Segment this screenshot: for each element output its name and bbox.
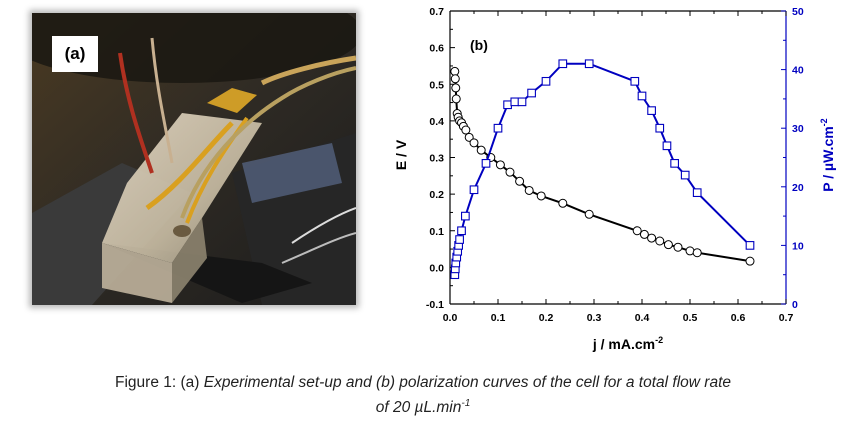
power-density-point xyxy=(630,76,640,86)
x-tick-label: 0.2 xyxy=(539,312,554,324)
left-tick-label: -0.1 xyxy=(426,299,444,311)
left-tick-label: 0.2 xyxy=(429,189,444,201)
power-density-point xyxy=(670,159,679,168)
power-density-point xyxy=(527,88,536,98)
x-tick-label: 0.1 xyxy=(491,312,506,324)
figure-caption: Figure 1: (a) Experimental set-up and (b… xyxy=(0,372,846,418)
cell-voltage-point xyxy=(450,66,460,76)
right-tick-label: 50 xyxy=(792,6,804,18)
experimental-setup-photo xyxy=(32,13,356,305)
x-tick-label: 0.3 xyxy=(587,312,602,324)
x-tick-label: 0.6 xyxy=(731,312,746,324)
cell-voltage-point xyxy=(469,138,479,148)
microfluidic-cell-photo-icon xyxy=(32,13,356,305)
cell-voltage-point xyxy=(745,256,755,266)
right-axis-ticks: 0 10 20 30 40 50 xyxy=(781,6,804,311)
caption-line-2: of 20 µL.min-1 xyxy=(0,393,846,418)
left-tick-label: 0.5 xyxy=(429,79,444,91)
cell-voltage-point xyxy=(632,226,642,236)
right-tick-label: 40 xyxy=(792,65,804,77)
cell-voltage-point xyxy=(584,209,594,219)
chart-series xyxy=(450,59,755,280)
power-density-point xyxy=(680,170,690,180)
power-density-point xyxy=(493,123,503,133)
panel-a-label: (a) xyxy=(52,36,98,72)
power-density-point xyxy=(481,159,491,168)
cell-voltage-point xyxy=(495,160,505,170)
x-tick-label: 0.4 xyxy=(635,312,650,324)
panel-b-label: (b) xyxy=(470,37,488,53)
power-density-point xyxy=(655,123,665,133)
power-density-point xyxy=(637,91,647,101)
left-tick-label: 0.6 xyxy=(429,43,444,55)
left-tick-label: 0.7 xyxy=(429,6,444,18)
power-density-point xyxy=(692,188,702,198)
caption-superscript: -1 xyxy=(461,398,471,409)
power-density-point xyxy=(584,59,594,69)
left-axis-ticks: -0.1 0.0 0.1 0.2 0.3 0.4 0.5 0.6 0.7 xyxy=(426,6,455,311)
cell-voltage-point xyxy=(692,248,702,258)
cell-voltage-point xyxy=(524,185,534,195)
cell-voltage-point xyxy=(639,229,649,239)
cell-voltage-point xyxy=(450,74,460,84)
cell-voltage-point xyxy=(461,125,471,135)
power-density-point xyxy=(541,76,551,86)
power-density-point xyxy=(503,100,512,110)
x-axis-ticks: 0.0 0.1 0.2 0.3 0.4 0.5 0.6 0.7 xyxy=(443,11,794,324)
power-density-point xyxy=(558,59,568,69)
left-tick-label: 0.3 xyxy=(429,153,444,165)
right-tick-label: 30 xyxy=(792,123,804,135)
cell-voltage-point xyxy=(451,83,461,93)
power-density-point xyxy=(457,226,466,236)
left-axis-title: E / V xyxy=(393,139,409,170)
left-tick-label: 0.4 xyxy=(429,116,444,128)
power-density-line xyxy=(453,62,751,275)
cell-voltage-point xyxy=(685,246,695,256)
cell-voltage-point xyxy=(515,176,525,186)
right-axis-title: P / µW.cm-2 xyxy=(819,118,836,191)
x-axis-title: j / mA.cm-2 xyxy=(592,335,663,352)
left-tick-label: 0.0 xyxy=(429,262,444,274)
cell-voltage-point xyxy=(476,145,486,155)
power-density-point xyxy=(662,141,672,151)
cell-voltage-point xyxy=(558,198,568,208)
caption-text-line-2: of 20 µL.min xyxy=(375,399,462,417)
left-tick-label: 0.1 xyxy=(429,226,444,238)
caption-line-1: Figure 1: (a) Experimental set-up and (b… xyxy=(0,372,846,393)
x-tick-label: 0.0 xyxy=(443,312,458,324)
cell-voltage-point xyxy=(663,240,673,250)
cell-voltage-point xyxy=(505,167,515,177)
cell-voltage-point xyxy=(647,233,657,243)
right-tick-label: 10 xyxy=(792,240,804,252)
power-density-point xyxy=(510,97,520,107)
cell-voltage-point xyxy=(673,242,683,252)
power-density-point xyxy=(461,211,470,221)
right-tick-label: 20 xyxy=(792,182,804,194)
chart-axes xyxy=(449,10,787,305)
power-density-point xyxy=(517,97,527,107)
cell-voltage-point xyxy=(655,236,665,246)
polarization-chart: 0.0 0.1 0.2 0.3 0.4 0.5 0.6 0.7 -0.10.00.10.20.… xyxy=(393,6,836,352)
power-density-point xyxy=(469,185,479,195)
x-tick-label: 0.5 xyxy=(683,312,698,324)
cell-voltage-point xyxy=(451,94,461,104)
cell-voltage-point xyxy=(536,191,546,201)
power-density-point xyxy=(455,235,464,244)
caption-prefix: Figure 1: (a) xyxy=(115,374,204,391)
right-tick-label: 0 xyxy=(792,299,798,311)
caption-text-line-1: Experimental set-up and (b) polarization… xyxy=(203,374,731,391)
x-tick-label: 0.7 xyxy=(779,312,794,324)
power-density-point xyxy=(745,241,755,250)
power-density-point xyxy=(647,106,656,115)
